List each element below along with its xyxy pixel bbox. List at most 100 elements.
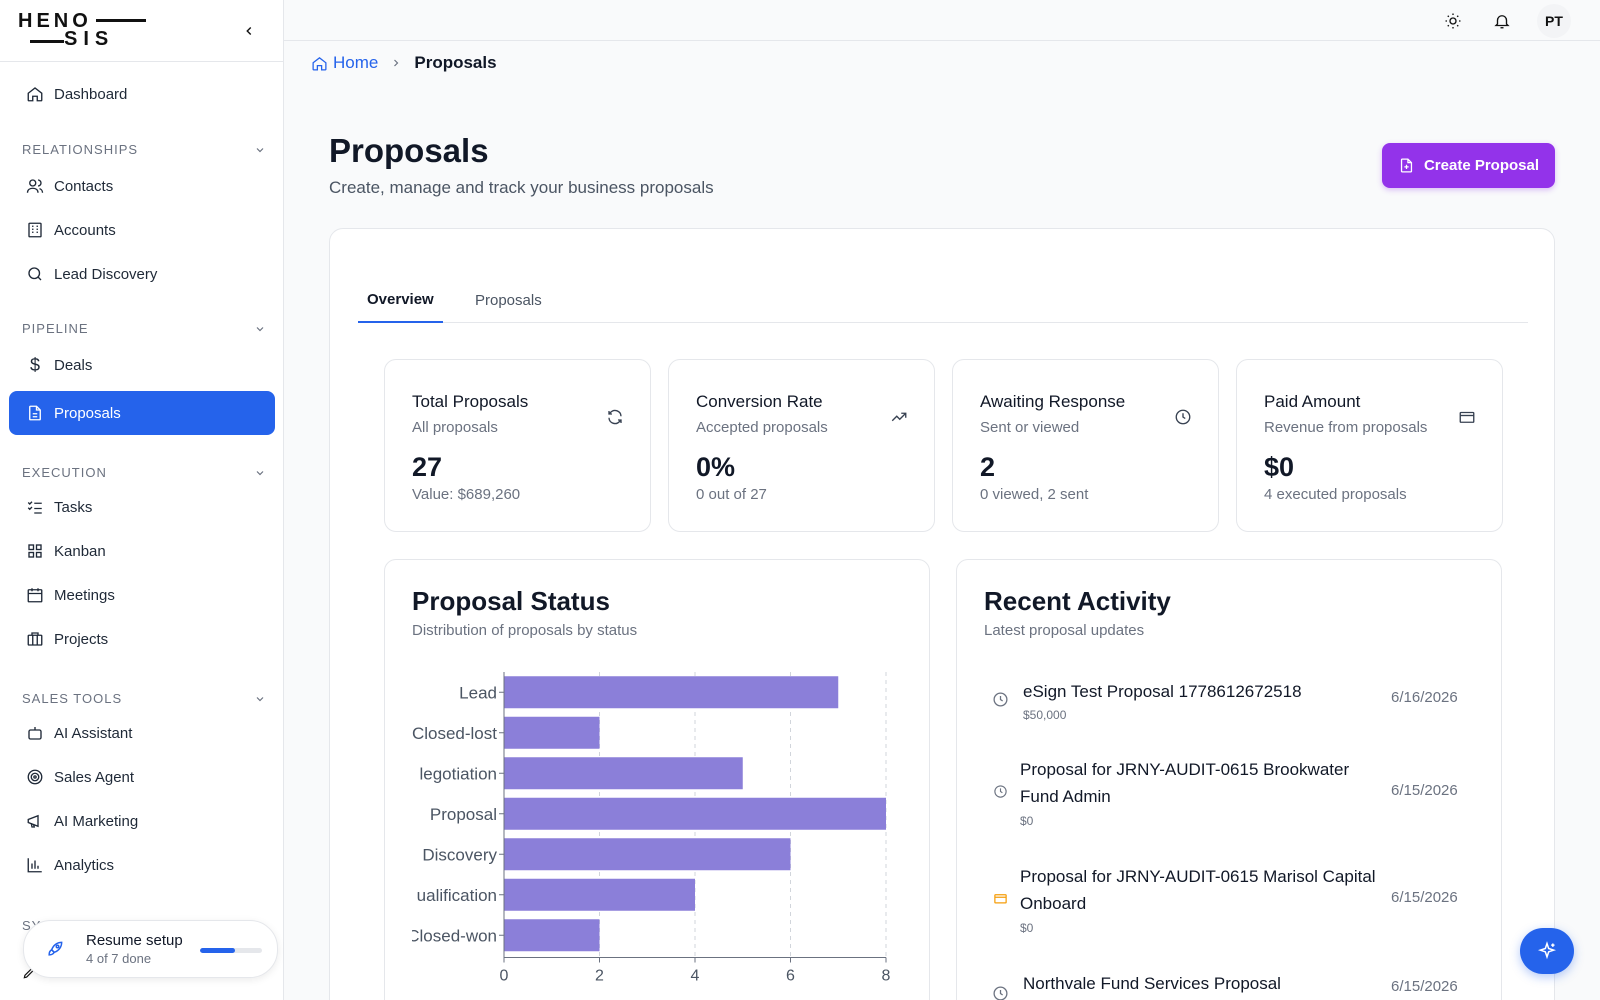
sidebar-item-ai-assistant[interactable]: AI Assistant	[9, 711, 275, 755]
stat-note: 4 executed proposals	[1264, 486, 1407, 503]
sidebar-item-ai-marketing[interactable]: AI Marketing	[9, 799, 275, 843]
section-label: PIPELINE	[22, 321, 89, 336]
breadcrumb-current: Proposals	[414, 53, 497, 72]
proposal-status-chart: Lead Closed-lost legotiation Proposal Discov…	[407, 672, 891, 985]
section-label: SALES TOOLS	[22, 691, 123, 706]
create-proposal-button[interactable]: Create Proposal	[1382, 143, 1555, 188]
bot-icon	[26, 724, 44, 742]
dollar-icon: $	[29, 354, 40, 375]
section-sales-tools[interactable]: SALES TOOLS	[22, 691, 266, 706]
activity-title: Proposal for JRNY-AUDIT-0615 Brookwater …	[1020, 760, 1350, 806]
stat-card-paid-amount: Paid Amount Revenue from proposals $0 4 …	[1236, 359, 1503, 532]
stat-title: Conversion Rate	[696, 392, 823, 411]
sidebar-item-dashboard[interactable]: Dashboard	[9, 72, 275, 116]
sidebar-item-sales-agent[interactable]: Sales Agent	[9, 755, 275, 799]
sidebar-item-label: Meetings	[54, 586, 115, 604]
x-tick-label: 6	[786, 968, 795, 985]
logo-bar-bottom	[30, 40, 64, 43]
top-bar: PT	[284, 0, 1600, 41]
activity-title: eSign Test Proposal 1778612672518	[1023, 682, 1302, 701]
sidebar-item-deals[interactable]: $ Deals	[9, 343, 275, 387]
building-icon	[26, 221, 44, 239]
stat-value: 0%	[696, 452, 736, 482]
sidebar-item-projects[interactable]: Projects	[9, 617, 275, 661]
sidebar-item-label: Kanban	[54, 542, 106, 560]
tab-proposals[interactable]: Proposals	[475, 291, 542, 309]
sidebar-item-contacts[interactable]: Contacts	[9, 164, 275, 208]
sidebar-item-tasks[interactable]: Tasks	[9, 485, 275, 529]
sidebar-item-label: Proposals	[54, 404, 121, 422]
file-text-icon	[26, 404, 44, 422]
resume-title: Resume setup	[86, 932, 183, 949]
section-pipeline[interactable]: PIPELINE	[22, 321, 266, 336]
y-tick-label: Closed-won	[407, 926, 497, 945]
stat-note: 0 out of 27	[696, 486, 767, 503]
bar-lead	[504, 676, 839, 709]
sidebar-item-label: Deals	[54, 356, 93, 374]
sidebar-item-lead-discovery[interactable]: Lead Discovery	[9, 252, 275, 296]
activity-date: 6/16/2026	[1391, 689, 1458, 706]
stat-title: Awaiting Response	[980, 392, 1126, 411]
stat-value: 2	[980, 452, 996, 482]
sidebar-item-meetings[interactable]: Meetings	[9, 573, 275, 617]
collapse-sidebar-button[interactable]	[238, 20, 260, 42]
sidebar-item-label: Sales Agent	[54, 768, 135, 786]
sun-icon	[1445, 13, 1461, 29]
search-icon	[26, 265, 44, 283]
section-relationships[interactable]: RELATIONSHIPS	[22, 142, 266, 157]
stat-card-awaiting-response: Awaiting Response Sent or viewed 2 0 vie…	[952, 359, 1219, 532]
resume-subtitle: 4 of 7 done	[86, 951, 152, 966]
sidebar-item-analytics[interactable]: Analytics	[9, 843, 275, 887]
bell-icon	[1494, 15, 1510, 29]
avatar[interactable]: PT	[1537, 4, 1571, 38]
bar-closed-lost	[504, 716, 600, 749]
notifications-button[interactable]	[1489, 8, 1515, 34]
y-tick-label: Lead	[459, 683, 497, 702]
theme-toggle-button[interactable]	[1440, 8, 1466, 34]
logo-text-top: HENO	[18, 10, 92, 32]
bar-discovery	[504, 838, 791, 871]
clock-icon	[991, 690, 1009, 708]
rocket-icon	[44, 938, 66, 960]
panel-title: Proposal Status	[412, 586, 610, 616]
bar-chart-icon	[26, 856, 44, 874]
create-proposal-label: Create Proposal	[1423, 157, 1540, 174]
activity-date: 6/15/2026	[1391, 782, 1458, 799]
sidebar-item-label: Projects	[54, 630, 109, 648]
sidebar-item-label: AI Marketing	[54, 812, 139, 830]
activity-title: Proposal for JRNY-AUDIT-0615 Marisol Cap…	[1020, 867, 1376, 913]
sidebar-item-label: AI Assistant	[54, 724, 133, 742]
sidebar-item-proposals[interactable]: Proposals	[9, 391, 275, 435]
activity-amount: $0	[1020, 814, 1034, 828]
stat-note: 0 viewed, 2 sent	[980, 486, 1089, 503]
panel-subtitle: Distribution of proposals by status	[412, 622, 638, 639]
clock-icon	[1172, 406, 1194, 428]
chevron-down-icon	[256, 326, 264, 331]
breadcrumb: Home Proposals	[311, 53, 497, 73]
sidebar-item-kanban[interactable]: Kanban	[9, 529, 275, 573]
resume-setup-card[interactable]: Resume setup 4 of 7 done	[23, 920, 278, 978]
section-execution[interactable]: EXECUTION	[22, 465, 266, 480]
refresh-icon	[604, 406, 626, 428]
recent-activity-panel: Recent Activity Latest proposal updates …	[956, 559, 1502, 1000]
credit-card-icon	[1456, 406, 1478, 428]
stat-card-conversion-rate: Conversion Rate Accepted proposals 0% 0 …	[668, 359, 935, 532]
trending-up-icon	[888, 406, 910, 428]
stat-card-total-proposals: Total Proposals All proposals 27 Value: …	[384, 359, 651, 532]
page-title: Proposals	[329, 132, 489, 169]
chevron-right-icon	[390, 57, 402, 69]
stat-value: $0	[1264, 452, 1295, 482]
sidebar-item-accounts[interactable]: Accounts	[9, 208, 275, 252]
grid-icon	[26, 542, 44, 560]
section-label: RELATIONSHIPS	[22, 142, 139, 157]
proposal-status-panel: Proposal Status Distribution of proposal…	[384, 559, 930, 1000]
activity-date: 6/15/2026	[1391, 889, 1458, 906]
ai-sparkle-button[interactable]	[1520, 928, 1574, 974]
stat-subtitle: Sent or viewed	[980, 419, 1080, 436]
tab-overview[interactable]: Overview	[358, 277, 443, 323]
breadcrumb-home[interactable]: Home	[311, 53, 378, 73]
henosis-logo[interactable]: HENO SIS	[18, 10, 146, 50]
logo-bar-top	[96, 19, 146, 22]
sidebar-item-label: Contacts	[54, 177, 114, 195]
stat-subtitle: All proposals	[412, 419, 498, 436]
